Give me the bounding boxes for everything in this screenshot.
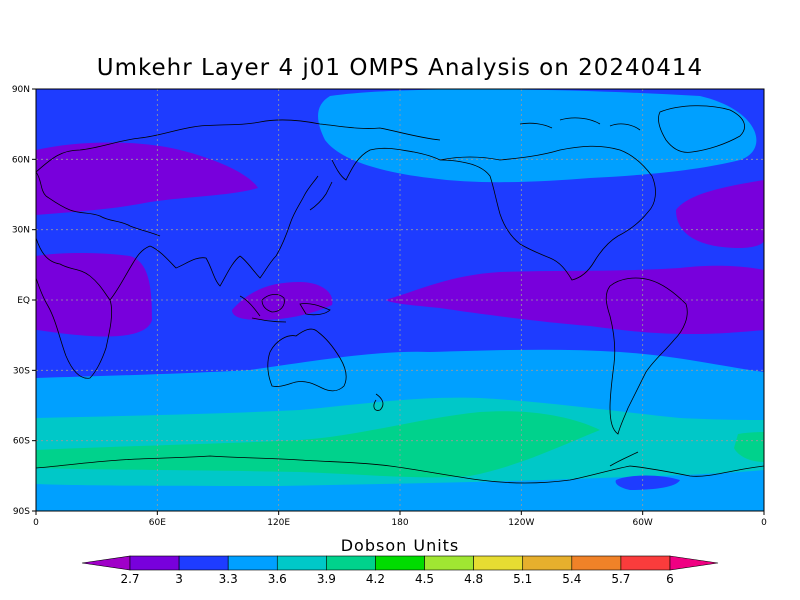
coast-china: [239, 175, 319, 279]
colorbar-swatch: [522, 555, 573, 571]
coast-arabia: [149, 245, 241, 287]
field-arctic-3.3-3.6: [318, 89, 757, 183]
colorbar: [81, 555, 719, 571]
coast-new-guinea: [299, 303, 331, 316]
coast-borneo: [261, 294, 285, 313]
colorbar-swatch: [375, 555, 425, 571]
colorbar-labels: 2.7 3 3.3 3.6 3.9 4.2 4.5 4.8 5.1 5.4 5.7 6: [120, 572, 673, 586]
colorbar-swatch: [473, 555, 524, 571]
lon-tick-label: 60W: [632, 518, 652, 528]
coast-new-zealand: [373, 393, 384, 411]
coast-europe: [36, 171, 161, 237]
coast-sumatra: [239, 295, 261, 317]
colorbar-swatch: [129, 555, 180, 571]
coast-eurasia-north: [36, 119, 441, 173]
lon-tick-label: 60E: [149, 518, 166, 528]
colorbar-low-triangle: [81, 555, 131, 571]
field-weddell-3.0-3.3: [615, 475, 680, 490]
coast-south-america: [605, 277, 688, 435]
coast-antarctica: [36, 455, 764, 484]
field-eurasia-2.7-3.0: [36, 142, 258, 215]
colorbar-swatch: [620, 555, 671, 571]
coast-japan: [309, 181, 333, 211]
field-antarctic-3.3-3.6: [36, 484, 764, 511]
colorbar-level-label: 2.7: [120, 572, 139, 586]
lat-axis-labels: 90N 60N 30N EQ 30S 60S 90S: [12, 85, 30, 517]
colorbar-level-label: 3.3: [219, 572, 238, 586]
colorbar-level-label: 5.4: [562, 572, 581, 586]
lat-tick-label: 60S: [13, 437, 30, 447]
colorbar-level-label: 4.5: [415, 572, 434, 586]
lat-tick-label: 90S: [13, 507, 30, 517]
field-africa-2.7-3.0: [36, 253, 152, 337]
lon-tick-label: 120E: [267, 518, 290, 528]
colorbar-title: Dobson Units: [340, 536, 460, 555]
colorbar-level-label: 4.8: [464, 572, 483, 586]
lat-tick-label: 30S: [13, 366, 30, 376]
colorbar-swatch: [326, 555, 376, 571]
colorbar-level-label: 5.1: [513, 572, 532, 586]
field-seasia-2.7-3.0: [232, 282, 333, 320]
coast-australia: [267, 328, 347, 392]
colorbar-high-triangle: [669, 555, 719, 571]
lat-tick-label: 60N: [12, 155, 30, 165]
lat-tick-label: EQ: [17, 296, 30, 306]
field-tropics-2.7-3.0: [385, 265, 764, 334]
colorbar-swatch: [571, 555, 622, 571]
lat-axis-ticks: [32, 88, 36, 512]
field-atlantic-2.7-3.0: [676, 180, 764, 248]
colorbar-level-label: 5.7: [611, 572, 630, 586]
colorbar-level-label: 3: [175, 572, 183, 586]
coast-africa-east: [109, 245, 151, 301]
coast-arctic-islands: [519, 117, 641, 131]
coast-africa: [36, 237, 113, 379]
coast-antarctic-peninsula: [609, 451, 639, 467]
colorbar-level-label: 4.2: [366, 572, 385, 586]
lat-tick-label: 90N: [12, 85, 30, 95]
colorbar-swatch: [424, 555, 474, 571]
colorbar-swatch: [276, 555, 327, 571]
lat-tick-label: 30N: [12, 226, 30, 236]
coastlines: [36, 105, 764, 484]
lon-tick-label: 0: [33, 518, 39, 528]
coast-greenland: [658, 105, 745, 153]
colorbar-swatch: [178, 555, 229, 571]
lon-tick-label: 120W: [508, 518, 534, 528]
field-south-3.9-4.2: [36, 411, 600, 478]
lon-axis-ticks: [35, 511, 765, 515]
coast-kamchatka: [331, 147, 441, 181]
colorbar-level-label: 3.9: [317, 572, 336, 586]
colorbar-level-label: 3.6: [268, 572, 287, 586]
lon-tick-label: 0: [761, 518, 767, 528]
colorbar-level-label: 6: [666, 572, 674, 586]
colorbar-swatch: [227, 555, 278, 571]
lon-axis-labels: 0 60E 120E 180 120W 60W 0: [33, 518, 767, 528]
coast-north-america: [439, 145, 656, 281]
field-south-east-3.9-4.2: [734, 432, 764, 462]
lon-tick-label: 180: [391, 518, 408, 528]
coast-java: [251, 317, 287, 323]
graticule: [36, 89, 764, 511]
map-title: Umkehr Layer 4 j01 OMPS Analysis on 2024…: [96, 55, 704, 81]
